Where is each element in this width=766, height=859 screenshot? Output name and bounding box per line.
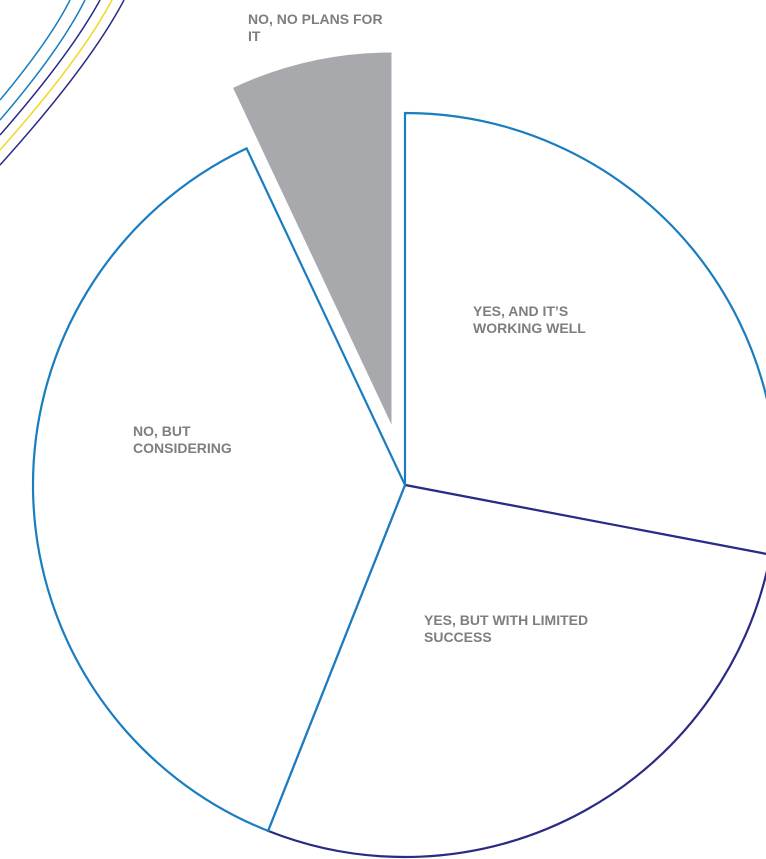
pie-slice	[31, 146, 407, 833]
slice-label: YES, AND IT’S WORKING WELL	[473, 303, 586, 336]
pie-slice	[233, 52, 392, 425]
slice-label: NO, NO PLANS FOR IT	[248, 11, 383, 44]
decoration	[0, 0, 125, 166]
slice-label: NO, BUT CONSIDERING	[133, 423, 232, 456]
pie-slice	[266, 483, 766, 859]
slice-label: YES, BUT WITH LIMITED SUCCESS	[424, 612, 589, 645]
pie-slice	[403, 111, 766, 555]
